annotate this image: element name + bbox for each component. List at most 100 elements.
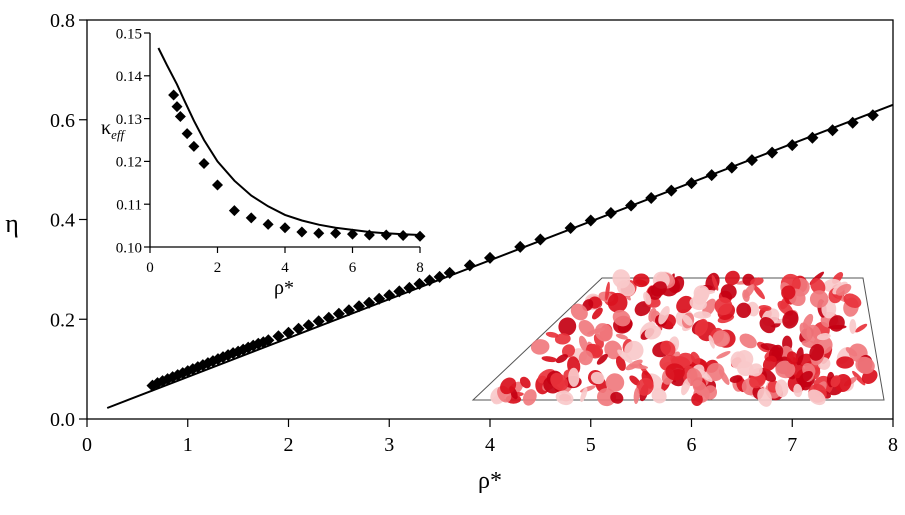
data-point-diamond bbox=[685, 177, 698, 190]
data-point-diamond bbox=[725, 161, 738, 174]
data-point-diamond bbox=[188, 140, 200, 152]
particle-disk bbox=[697, 368, 713, 383]
particle-disk bbox=[752, 284, 765, 300]
x-tick-label: 1 bbox=[183, 434, 193, 456]
particle-disk bbox=[786, 351, 798, 365]
data-point-diamond bbox=[302, 319, 315, 332]
particle-disk bbox=[633, 387, 640, 404]
y-tick-label: 0.11 bbox=[116, 197, 142, 213]
particle-disk bbox=[604, 340, 623, 360]
particle-disk bbox=[835, 283, 852, 296]
x-tick-label: 0 bbox=[82, 434, 92, 456]
particle-disk bbox=[555, 354, 568, 364]
y-tick-label: 0.8 bbox=[50, 10, 75, 32]
main-plot-axes: 0 1 2 3 4 5 6 7 8 0.0 0.2 0.4 0.6 0.8 ρ* η bbox=[5, 10, 898, 494]
particle-disk bbox=[629, 375, 641, 386]
data-point-diamond bbox=[330, 227, 342, 239]
x-tick-label: 4 bbox=[281, 260, 289, 276]
particle-disk bbox=[781, 285, 796, 300]
data-point-diamond bbox=[433, 270, 446, 283]
data-point-diamond bbox=[383, 289, 396, 302]
data-point-diamond bbox=[604, 207, 617, 220]
particle-disk bbox=[760, 343, 779, 351]
inset-y-axis-kappa: κ bbox=[101, 117, 111, 139]
particle-disk bbox=[530, 339, 550, 355]
particle-disk bbox=[612, 309, 631, 327]
data-point-diamond bbox=[322, 311, 335, 324]
particle-disk bbox=[660, 340, 676, 356]
particle-disk bbox=[807, 389, 826, 406]
data-point-diamond bbox=[373, 292, 386, 305]
particle-disk bbox=[849, 319, 857, 334]
particle-disk bbox=[651, 388, 667, 404]
particle-disk bbox=[795, 347, 804, 366]
particle-disk bbox=[616, 280, 636, 297]
data-point-diamond bbox=[174, 110, 186, 122]
particle-disk bbox=[702, 289, 716, 295]
data-point-diamond bbox=[423, 274, 436, 287]
particle-disk bbox=[843, 293, 862, 308]
particle-disk bbox=[568, 367, 580, 387]
inset-background bbox=[150, 33, 420, 247]
particle-disk bbox=[651, 281, 667, 297]
data-point-diamond bbox=[484, 251, 496, 264]
y-tick-label: 0.13 bbox=[116, 112, 142, 128]
inset-y-axis-title: κeff bbox=[101, 117, 126, 142]
x-tick-label: 8 bbox=[416, 260, 424, 276]
particle-disk bbox=[750, 277, 764, 286]
particle-disk bbox=[594, 323, 613, 342]
data-point-diamond bbox=[564, 221, 577, 234]
particle-disk bbox=[736, 302, 752, 318]
particle-disk bbox=[693, 311, 712, 319]
y-tick-label: 0.2 bbox=[50, 309, 75, 331]
particle-disk bbox=[555, 390, 574, 406]
particle-disk bbox=[658, 305, 670, 325]
particle-disk bbox=[711, 274, 719, 291]
particle-disk bbox=[708, 335, 715, 349]
data-point-diamond bbox=[397, 229, 409, 241]
inset-x-axis-title: ρ* bbox=[274, 277, 294, 299]
data-point-diamond bbox=[262, 218, 274, 230]
data-point-diamond bbox=[262, 334, 275, 347]
main-x-axis-title: ρ* bbox=[478, 468, 502, 494]
particle-disk bbox=[607, 292, 628, 313]
particle-disk bbox=[757, 388, 772, 407]
inset-plot: 0 2 4 6 8 0.10 0.11 0.12 0.13 0.14 0.15 ρ* κeff bbox=[101, 26, 426, 299]
data-point-diamond bbox=[198, 158, 210, 170]
particle-disk bbox=[615, 356, 626, 371]
particle-disk bbox=[541, 356, 558, 363]
y-tick-label: 0.4 bbox=[50, 210, 75, 232]
particle-disk bbox=[712, 330, 731, 347]
particle-disk bbox=[665, 363, 685, 381]
particle-disk bbox=[816, 333, 831, 341]
particle-disk bbox=[706, 362, 725, 382]
data-point-diamond bbox=[393, 285, 406, 298]
particle-disk bbox=[596, 353, 608, 365]
y-tick-label: 0.14 bbox=[116, 69, 143, 85]
particle-disk bbox=[737, 361, 754, 377]
particle-disk bbox=[554, 333, 571, 345]
particle-disk bbox=[500, 377, 517, 395]
data-point-diamond bbox=[403, 281, 416, 294]
main-y-ticks: 0.0 0.2 0.4 0.6 0.8 bbox=[50, 10, 87, 431]
data-point-diamond bbox=[279, 222, 291, 234]
particle-disk bbox=[605, 373, 625, 392]
particle-disk bbox=[836, 356, 854, 369]
data-point-diamond bbox=[380, 229, 392, 241]
particle-disk bbox=[799, 322, 812, 341]
particle-disk bbox=[682, 314, 693, 326]
x-tick-label: 4 bbox=[485, 434, 495, 456]
x-tick-label: 8 bbox=[888, 434, 898, 456]
particle-disk bbox=[558, 317, 577, 336]
particle-disk bbox=[855, 356, 875, 374]
particle-disk bbox=[743, 284, 755, 299]
data-point-diamond bbox=[786, 139, 799, 152]
data-point-diamond bbox=[292, 322, 305, 335]
particle-snapshot bbox=[471, 269, 885, 407]
particle-disk bbox=[636, 377, 654, 396]
data-point-diamond bbox=[312, 315, 325, 328]
inset-plot-series bbox=[157, 47, 426, 242]
data-point-diamond bbox=[282, 326, 295, 339]
y-tick-label: 0.12 bbox=[116, 155, 142, 171]
